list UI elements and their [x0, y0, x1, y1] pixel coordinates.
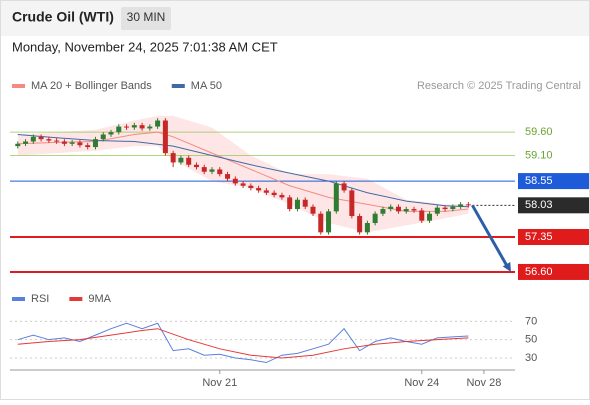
- candle-body: [108, 132, 114, 135]
- y-tick-label: 30: [525, 352, 537, 364]
- candle-body: [427, 213, 433, 221]
- candle-body: [15, 143, 21, 147]
- bollinger-band: [17, 115, 469, 233]
- header-bar: [0, 0, 590, 36]
- candle-body: [240, 183, 246, 186]
- legend-label: MA 20 + Bollinger Bands: [31, 80, 152, 92]
- candle-body: [131, 125, 137, 128]
- candle-body: [85, 145, 91, 148]
- candle-body: [287, 197, 293, 210]
- candle-body: [279, 195, 285, 198]
- level-label: 59.60: [525, 126, 553, 138]
- candle-body: [395, 206, 401, 212]
- candle-body: [403, 209, 409, 212]
- candle-body: [419, 210, 425, 221]
- candle-body: [155, 120, 161, 127]
- candle-body: [326, 211, 332, 233]
- candle-body: [364, 223, 370, 233]
- legend-label: MA 50: [191, 80, 222, 92]
- level-box: [518, 173, 589, 190]
- candle-body: [201, 167, 207, 172]
- candle-body: [263, 190, 269, 193]
- candle-body: [248, 185, 254, 189]
- candle-body: [357, 216, 363, 233]
- candle-body: [349, 190, 355, 217]
- y-tick-label: 50: [525, 334, 537, 346]
- candle-body: [61, 141, 67, 144]
- candle-body: [38, 136, 44, 140]
- legend-swatch: [12, 84, 25, 88]
- candle-body: [372, 213, 378, 224]
- candle-body: [209, 169, 215, 172]
- candle-body: [318, 213, 324, 233]
- candle-body: [442, 207, 448, 210]
- legend-label: RSI: [31, 293, 49, 305]
- level-label: 59.10: [525, 149, 553, 161]
- candle-body: [23, 141, 29, 144]
- candle-body: [178, 157, 184, 163]
- candle-body: [92, 139, 98, 148]
- x-tick-label: Nov 24: [404, 377, 439, 389]
- candle-body: [116, 126, 122, 133]
- candle-body: [100, 134, 106, 140]
- candle-body: [450, 206, 456, 210]
- candle-body: [162, 120, 168, 154]
- y-tick-label: 70: [525, 315, 537, 327]
- candle-body: [256, 188, 262, 191]
- legend-swatch: [69, 297, 83, 301]
- candle-body: [217, 169, 223, 175]
- title: Crude Oil (WTI): [12, 9, 114, 25]
- timeframe-box[interactable]: [121, 7, 171, 30]
- candle-body: [69, 142, 75, 144]
- x-tick-label: Nov 21: [202, 377, 237, 389]
- candle-body: [77, 142, 83, 146]
- level-label: 58.55: [525, 175, 553, 187]
- datetime: Monday, November 24, 2025 7:01:38 AM CET: [12, 39, 278, 54]
- candle-body: [54, 140, 60, 142]
- candle-body: [458, 204, 464, 207]
- candle-body: [139, 125, 145, 129]
- candle-body: [225, 174, 231, 179]
- candle-body: [380, 209, 386, 214]
- legend-swatch: [12, 297, 25, 301]
- candle-body: [310, 206, 316, 214]
- timeframe[interactable]: 30 MIN: [127, 10, 166, 24]
- credit: Research © 2025 Trading Central: [417, 80, 581, 92]
- forecast-arrow: [471, 204, 509, 267]
- candle-body: [186, 157, 192, 165]
- candle-body: [302, 199, 308, 207]
- candle-body: [434, 207, 440, 214]
- level-label: 56.60: [525, 266, 553, 278]
- candle-body: [232, 178, 238, 184]
- candle-body: [294, 199, 300, 210]
- level-box: [518, 263, 589, 280]
- level-box: [518, 229, 589, 246]
- candle-body: [46, 139, 52, 141]
- level-box: [518, 197, 589, 214]
- candle-body: [465, 204, 471, 206]
- candle-body: [30, 136, 36, 142]
- candle-body: [411, 209, 417, 211]
- level-label: 58.03: [525, 199, 553, 211]
- x-tick-label: Nov 28: [466, 377, 501, 389]
- candle-body: [170, 153, 176, 163]
- arrow-head: [502, 261, 511, 272]
- candle-body: [388, 206, 394, 210]
- rsi-line: [17, 328, 469, 359]
- legend-label: 9MA: [88, 293, 111, 305]
- rsi-line: [17, 322, 469, 364]
- candle-body: [271, 192, 277, 196]
- level-label: 57.35: [525, 231, 553, 243]
- candle-body: [147, 126, 153, 129]
- candle-body: [193, 164, 199, 168]
- candle-body: [124, 126, 130, 128]
- candle-body: [333, 183, 339, 212]
- legend-swatch: [171, 84, 185, 88]
- candle-body: [341, 183, 347, 191]
